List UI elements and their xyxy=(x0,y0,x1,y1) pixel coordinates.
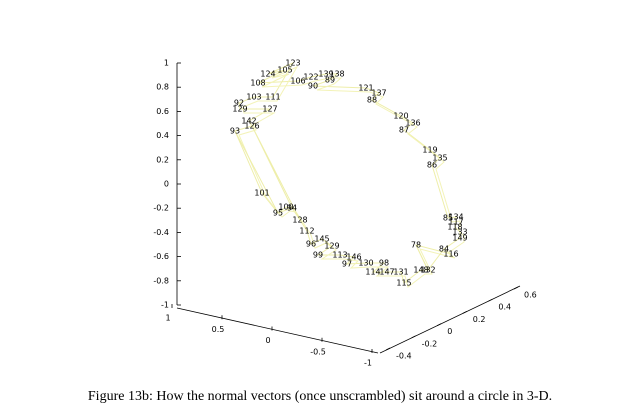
point-label: 130 xyxy=(358,259,373,268)
point-label: 142 xyxy=(241,117,256,126)
tick-mark xyxy=(437,323,442,326)
point-label: 116 xyxy=(443,250,458,259)
tick-label: -0.5 xyxy=(310,347,326,356)
point-label: 108 xyxy=(250,79,265,88)
point-label: 98 xyxy=(379,259,389,268)
tick-label: -0.6 xyxy=(153,252,169,261)
point-label: 119 xyxy=(422,146,437,155)
point-label: 105 xyxy=(277,66,292,75)
tick-label: 0.6 xyxy=(156,107,169,116)
point-label: 126 xyxy=(244,122,259,131)
x-axis xyxy=(176,307,379,354)
point-label: 90 xyxy=(308,82,318,91)
tick-label: 0.4 xyxy=(156,131,169,140)
tick-label: -1 xyxy=(364,359,372,368)
point-label: 148 xyxy=(413,266,428,275)
point-label: 94 xyxy=(287,204,297,213)
point-label: 78 xyxy=(411,241,421,250)
tick-mark xyxy=(385,347,391,351)
point-label: 89 xyxy=(325,76,335,85)
point-label: 87 xyxy=(399,126,409,135)
point-label: 129 xyxy=(324,242,339,251)
tick-label: -1 xyxy=(161,301,169,310)
point-label: 122 xyxy=(303,73,318,82)
point-label: 123 xyxy=(285,59,300,68)
point-label: 88 xyxy=(367,96,377,105)
tick-label: 0.2 xyxy=(156,155,169,164)
point-label: 129 xyxy=(232,105,247,114)
point-label: 97 xyxy=(342,260,352,269)
point-label: 131 xyxy=(393,268,408,277)
tick-label: 0.5 xyxy=(212,325,225,334)
y-axis xyxy=(379,285,521,354)
point-label: 136 xyxy=(405,119,420,128)
point-label: 135 xyxy=(432,154,447,163)
ring xyxy=(238,65,465,288)
point-label: 139 xyxy=(318,70,333,79)
point-label: 84 xyxy=(439,245,449,254)
point-label: 95 xyxy=(273,209,283,218)
point-label: 128 xyxy=(292,216,307,225)
point-label: 114 xyxy=(365,268,380,277)
point-label: 112 xyxy=(299,227,314,236)
point-label: 145 xyxy=(314,235,329,244)
tick-label: 1 xyxy=(164,59,169,68)
point-label: 118 xyxy=(447,223,462,232)
point-label: 133 xyxy=(452,228,467,237)
point-label: 111 xyxy=(265,93,280,102)
tick-label: 0 xyxy=(164,180,169,189)
tick-mark xyxy=(411,335,416,339)
point-label: 117 xyxy=(448,218,463,227)
chord xyxy=(415,244,445,271)
tick-label: -0.2 xyxy=(153,204,169,213)
tick-label: 0 xyxy=(265,336,270,345)
point-label: 113 xyxy=(332,251,347,260)
point-label: 120 xyxy=(393,112,408,121)
point-label: 127 xyxy=(262,105,277,114)
tick-mark xyxy=(488,298,493,302)
ring-lines xyxy=(234,61,465,288)
point-label: 121 xyxy=(358,84,373,93)
tick-label: -0.2 xyxy=(422,339,438,348)
point-label: 137 xyxy=(371,89,386,98)
tick-label: -0.8 xyxy=(153,276,169,285)
tick-label: -0.4 xyxy=(153,228,169,237)
tick-mark xyxy=(462,311,467,314)
caption: Figure 13b: How the normal vectors (once… xyxy=(88,389,552,404)
tick-label: 0.2 xyxy=(473,315,486,324)
point-label: 103 xyxy=(246,93,261,102)
point-label: 132 xyxy=(420,266,435,275)
point-label: 149 xyxy=(452,234,467,243)
ring xyxy=(234,61,461,284)
tick-mark xyxy=(513,286,519,290)
point-label: 106 xyxy=(290,77,305,86)
point-label: 146 xyxy=(346,253,361,262)
tick-label: 0.8 xyxy=(156,83,169,92)
point-label: 134 xyxy=(448,213,463,222)
point-label: 92 xyxy=(234,99,244,108)
point-label: 124 xyxy=(260,70,275,79)
point-label: 147 xyxy=(379,268,394,277)
axes: 1 0.8 0.6 0.4 0.2 0 -0.2 -0.4 -0.6 -0.8 -1 1 0.5 0 -0.… xyxy=(153,59,536,368)
point-label: 86 xyxy=(427,161,437,170)
point-label: 138 xyxy=(329,70,344,79)
chord xyxy=(234,125,301,221)
point-label: 100 xyxy=(278,203,293,212)
tick-label: 0.4 xyxy=(498,303,511,312)
tick-label: 0 xyxy=(447,327,452,336)
point-label: 93 xyxy=(230,127,240,136)
point-label: 115 xyxy=(396,279,411,288)
point-label: 99 xyxy=(313,251,323,260)
tick-label: -0.4 xyxy=(396,352,412,361)
point-label: 85 xyxy=(443,214,453,223)
tick-label: 0.6 xyxy=(524,291,537,300)
point-label: 96 xyxy=(306,240,316,249)
tick-label: 1 xyxy=(165,314,170,323)
point-label: 101 xyxy=(254,189,269,198)
